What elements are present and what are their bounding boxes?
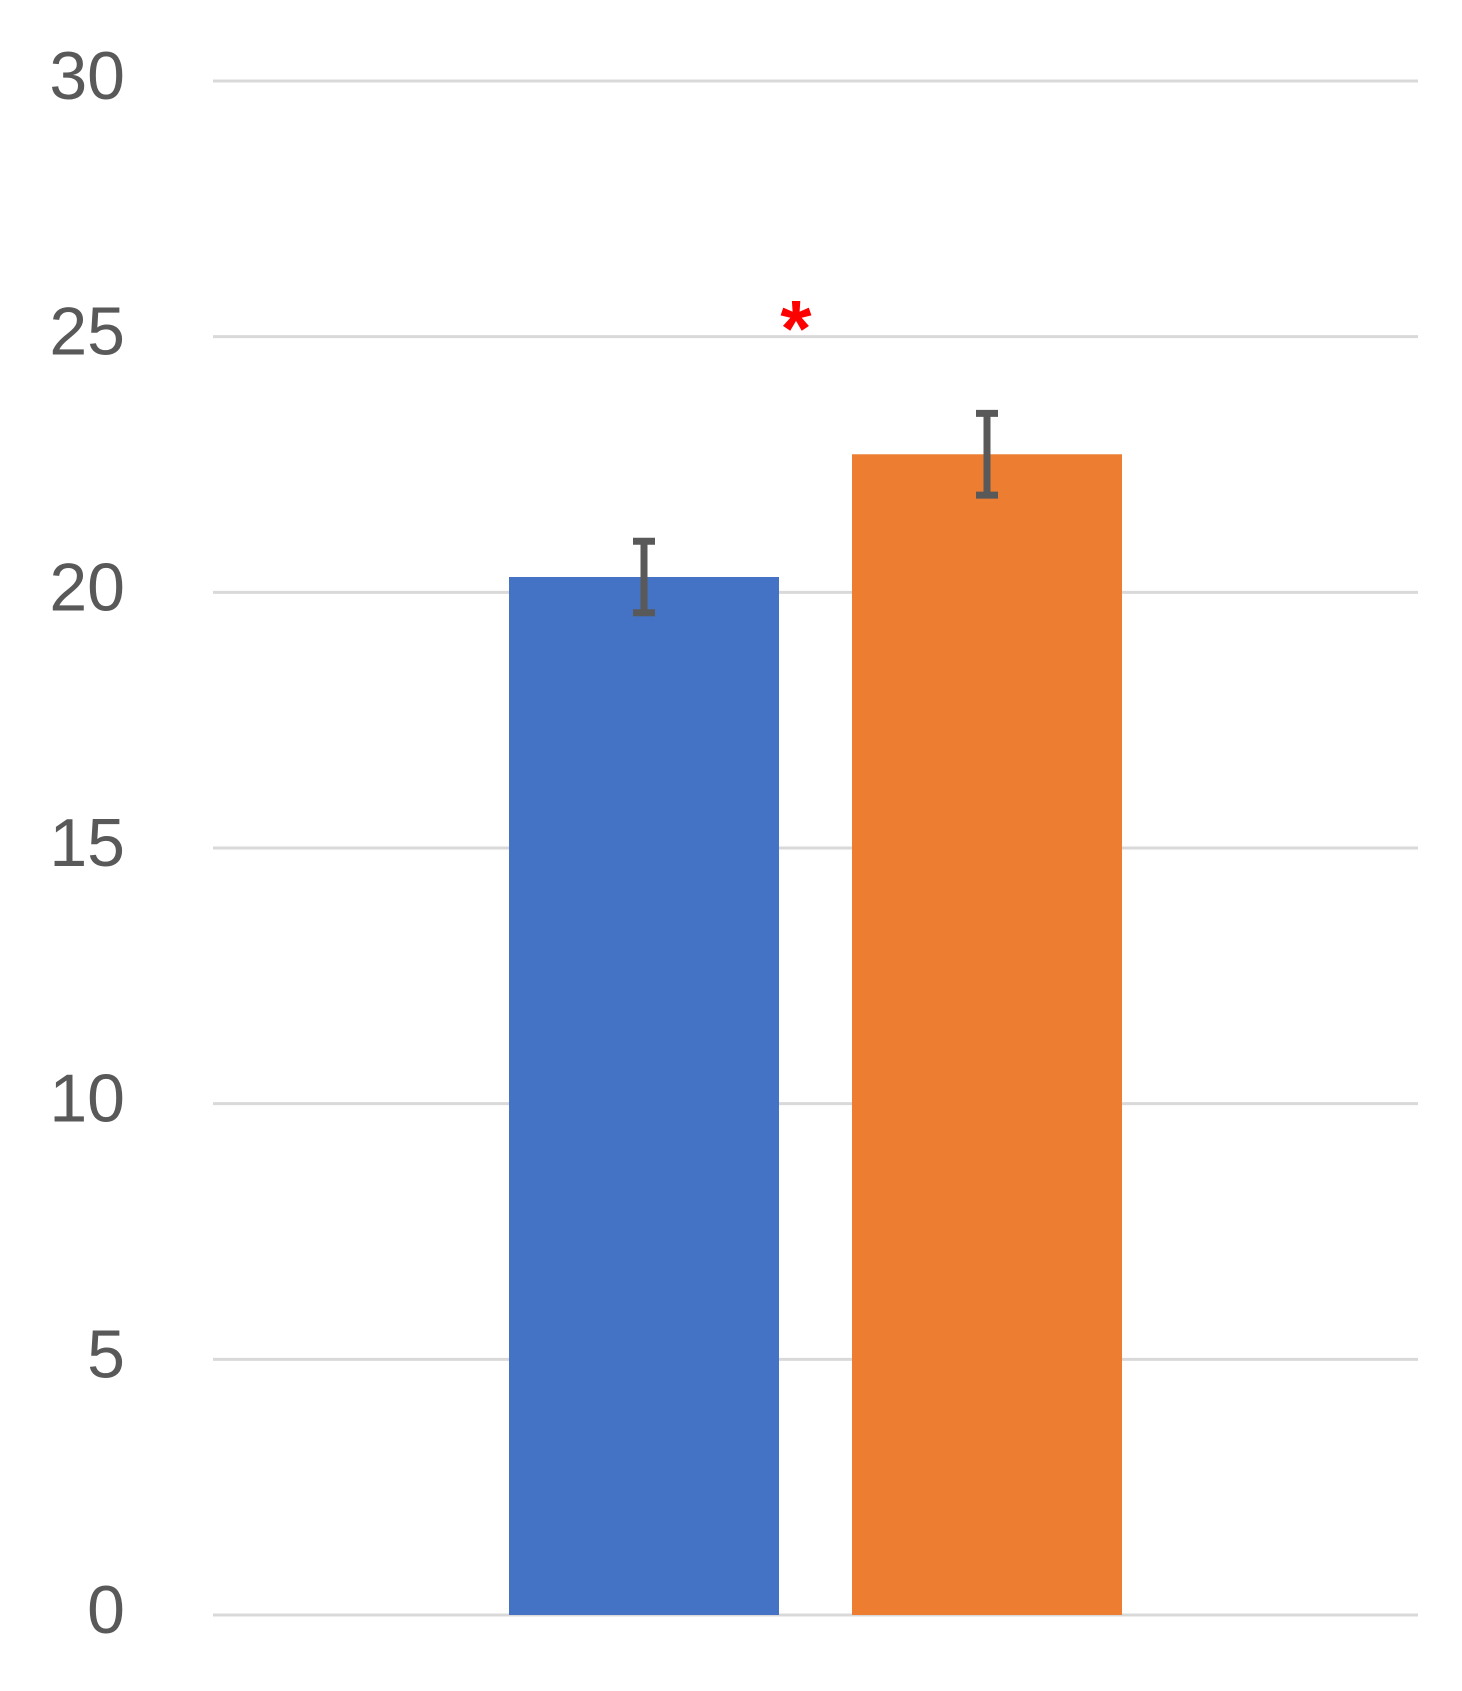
bar xyxy=(509,576,779,1615)
significance-marker: * xyxy=(780,284,812,373)
y-tick-label: 30 xyxy=(49,38,125,114)
y-tick-label: 25 xyxy=(49,294,125,370)
y-tick-label: 20 xyxy=(49,549,125,625)
y-tick-label: 10 xyxy=(49,1061,125,1137)
y-tick-label: 5 xyxy=(87,1316,125,1392)
bar xyxy=(852,454,1122,1616)
y-tick-label: 15 xyxy=(49,805,125,881)
y-tick-label: 0 xyxy=(87,1572,125,1648)
error-bar xyxy=(633,537,655,617)
error-bar xyxy=(976,409,998,499)
